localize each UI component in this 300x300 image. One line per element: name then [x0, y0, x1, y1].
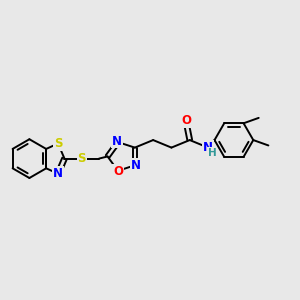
- Text: S: S: [77, 152, 86, 165]
- Text: N: N: [131, 159, 141, 172]
- Text: H: H: [208, 148, 217, 158]
- Text: O: O: [182, 114, 191, 127]
- Text: N: N: [203, 141, 213, 154]
- Text: N: N: [112, 134, 122, 148]
- Text: O: O: [113, 165, 123, 178]
- Text: S: S: [54, 137, 62, 150]
- Text: N: N: [53, 167, 63, 180]
